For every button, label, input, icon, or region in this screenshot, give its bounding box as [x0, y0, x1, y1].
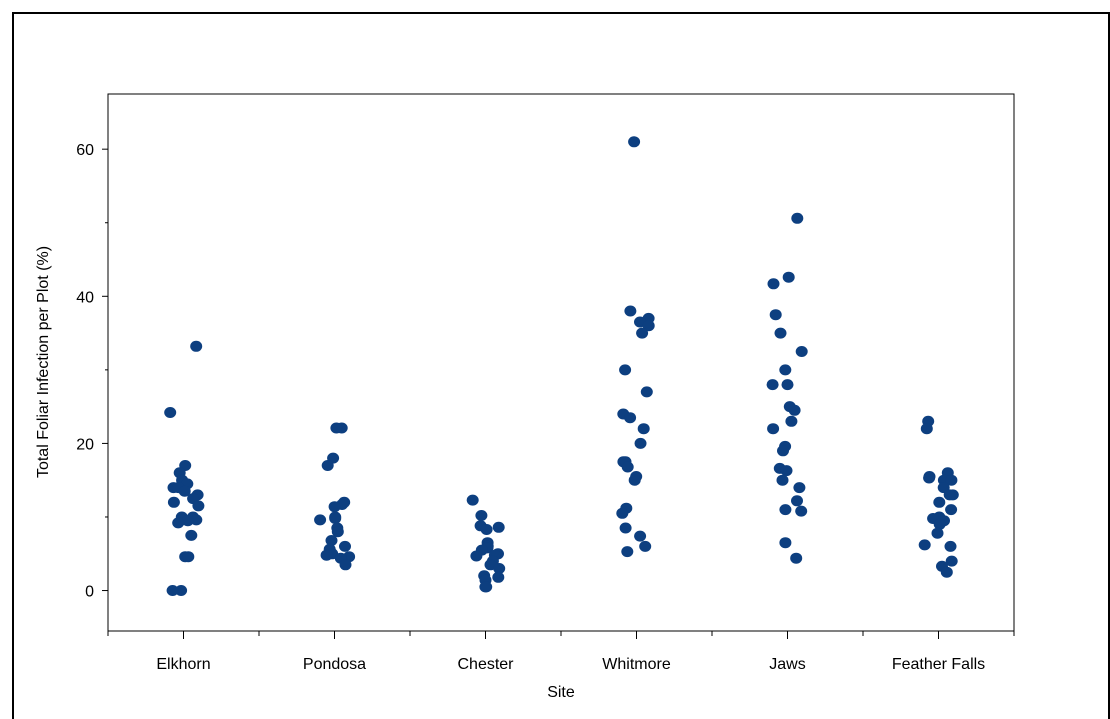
data-point — [492, 571, 505, 583]
data-point — [918, 539, 931, 551]
data-point — [172, 517, 185, 529]
data-points — [164, 136, 959, 596]
data-point — [314, 514, 327, 526]
data-point — [767, 278, 780, 290]
data-point — [933, 518, 946, 530]
data-point — [634, 530, 647, 542]
data-point — [466, 494, 479, 506]
data-point — [621, 546, 634, 558]
data-point — [634, 437, 647, 449]
y-tick-label: 60 — [76, 142, 94, 159]
data-point — [167, 496, 180, 508]
y-tick-label: 20 — [76, 436, 94, 453]
data-point — [788, 404, 801, 416]
data-point — [628, 474, 641, 486]
data-point — [791, 495, 803, 507]
data-point — [475, 510, 488, 521]
data-point — [945, 474, 958, 486]
data-point — [175, 585, 188, 596]
data-point — [492, 521, 505, 533]
data-point — [769, 309, 782, 321]
data-point — [624, 412, 637, 424]
y-axis-title: Total Foliar Infection per Plot (%) — [35, 246, 52, 478]
data-point — [795, 505, 808, 517]
data-point — [619, 364, 632, 376]
data-point — [790, 552, 803, 564]
data-point — [330, 422, 343, 434]
data-point — [190, 340, 203, 352]
data-point — [619, 522, 632, 534]
plot-area — [107, 93, 1015, 632]
data-point — [781, 379, 794, 391]
data-point — [779, 537, 792, 549]
data-point — [945, 504, 958, 516]
x-tick-label: Chester — [457, 656, 514, 673]
data-point — [640, 386, 653, 398]
data-point — [479, 581, 492, 593]
data-point — [945, 555, 958, 567]
data-point — [779, 364, 792, 376]
data-point — [940, 566, 953, 578]
chart-frame — [12, 12, 1110, 719]
data-point — [795, 346, 808, 357]
data-point — [470, 550, 483, 562]
data-point — [325, 535, 338, 546]
data-point — [621, 461, 634, 473]
data-point — [181, 515, 194, 527]
data-point — [785, 415, 798, 427]
y-tick-label: 0 — [85, 584, 94, 601]
data-point — [328, 501, 341, 513]
data-point — [164, 407, 177, 418]
data-point — [933, 496, 946, 508]
data-point — [780, 465, 793, 477]
data-point — [767, 423, 780, 435]
data-point — [480, 524, 493, 535]
data-point — [774, 327, 787, 339]
data-point — [636, 327, 649, 339]
x-tick-label: Elkhorn — [156, 656, 210, 673]
data-point — [920, 423, 933, 435]
data-point — [339, 559, 352, 571]
data-point — [628, 136, 641, 148]
data-point — [192, 500, 205, 512]
data-point — [782, 271, 795, 283]
x-axis: Elkhorn Pondosa Chester Whitmore Jaws Feather… — [107, 631, 1015, 673]
data-point — [642, 320, 655, 332]
data-point — [766, 379, 779, 391]
data-point — [624, 305, 637, 317]
y-axis: 0 20 40 60 — [76, 142, 108, 601]
data-point — [779, 504, 792, 516]
data-point — [616, 507, 629, 519]
data-point — [321, 460, 334, 471]
data-point — [329, 513, 342, 524]
data-point — [793, 482, 806, 494]
data-point — [923, 472, 936, 484]
data-point — [331, 526, 344, 538]
data-point — [182, 551, 195, 563]
data-point — [637, 423, 650, 435]
data-point — [166, 585, 179, 596]
data-point — [339, 540, 351, 552]
data-point — [931, 527, 944, 539]
x-axis-title: Site — [547, 684, 575, 701]
data-point — [639, 540, 652, 552]
data-point — [944, 540, 957, 552]
x-tick-label: Whitmore — [602, 656, 671, 673]
data-point — [320, 549, 333, 561]
x-tick-label: Feather Falls — [892, 656, 985, 673]
y-tick-label: 40 — [76, 289, 94, 306]
data-point — [493, 563, 506, 574]
x-tick-label: Pondosa — [303, 656, 366, 673]
data-point — [791, 212, 804, 224]
data-point — [776, 474, 789, 486]
data-point — [185, 529, 198, 541]
x-tick-label: Jaws — [769, 656, 805, 673]
data-point — [943, 489, 956, 501]
data-point — [178, 485, 191, 497]
data-point — [777, 445, 789, 457]
